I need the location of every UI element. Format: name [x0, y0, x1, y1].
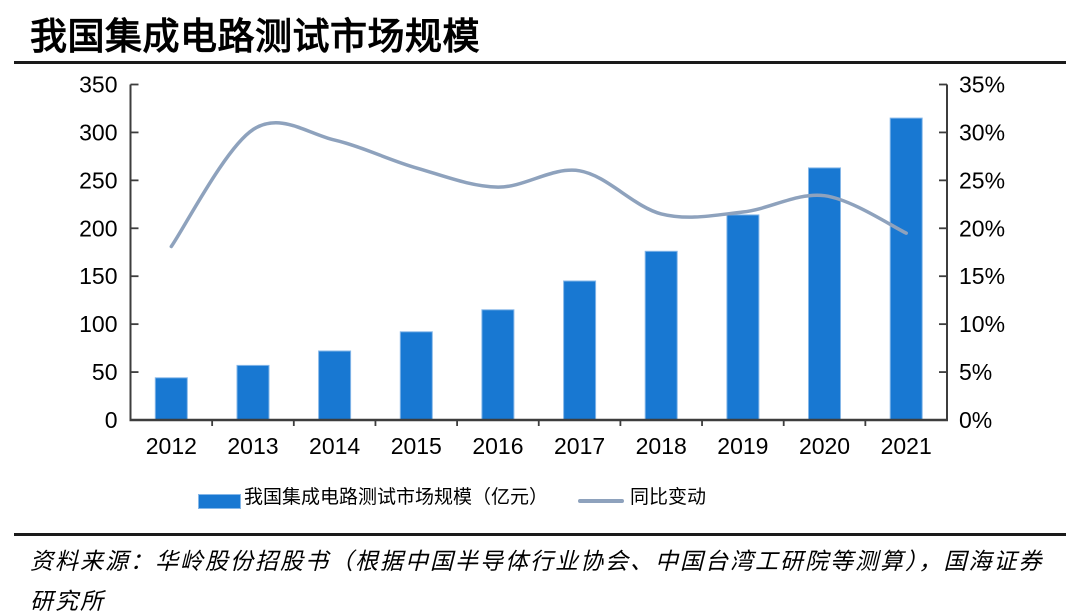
- x-axis-label-2012: 2012: [146, 433, 197, 459]
- left-axis-label-300: 300: [79, 119, 117, 145]
- left-axis-label-150: 150: [79, 263, 117, 289]
- top-divider: [14, 61, 1066, 64]
- left-axis-label-100: 100: [79, 311, 117, 337]
- right-axis-label-15%: 15%: [959, 263, 1005, 289]
- market-chart-svg: 0 50 100 150 200 250 300 350 0% 5% 10% 15% 20% 25% 30%…: [79, 72, 1005, 460]
- bar-2016: [481, 309, 515, 421]
- x-axis-label-2021: 2021: [881, 433, 932, 459]
- bar-2017: [563, 280, 597, 421]
- x-axis-label-2020: 2020: [799, 433, 850, 459]
- chart-area: 0 50 100 150 200 250 300 350 0% 5% 10% 15% 20% 25% 30%…: [0, 68, 1080, 468]
- right-axis-label-10%: 10%: [959, 311, 1005, 337]
- legend-bar-swatch-icon: [198, 494, 241, 509]
- x-axis-label-2013: 2013: [227, 433, 278, 459]
- left-axis-label-250: 250: [79, 167, 117, 193]
- x-axis-label-2018: 2018: [636, 433, 687, 459]
- right-axis-label-5%: 5%: [959, 359, 992, 385]
- bar-2015: [399, 331, 433, 421]
- bar-2012: [154, 377, 188, 421]
- left-axis-label-200: 200: [79, 215, 117, 241]
- chart-legend: 我国集成电路测试市场规模（亿元） 同比变动: [0, 486, 1080, 520]
- bar-2014: [318, 350, 352, 421]
- legend-line-swatch-icon: [578, 499, 624, 503]
- x-axis-label-2015: 2015: [391, 433, 442, 459]
- x-axis-label-2014: 2014: [309, 433, 360, 459]
- right-axis-label-0%: 0%: [959, 407, 992, 433]
- legend-line-label: 同比变动: [630, 487, 707, 508]
- left-axis-label-50: 50: [92, 359, 118, 385]
- legend-bar-label: 我国集成电路测试市场规模（亿元）: [244, 487, 549, 508]
- bar-2019: [726, 214, 760, 421]
- left-axis-label-350: 350: [79, 72, 117, 98]
- left-axis-label-0: 0: [105, 407, 118, 433]
- bar-2013: [236, 364, 270, 421]
- bar-2018: [644, 250, 678, 421]
- source-note: 资料来源：华岭股份招股书（根据中国半导体行业协会、中国台湾工研院等测算），国海证…: [30, 549, 1044, 614]
- right-axis-label-25%: 25%: [959, 167, 1005, 193]
- right-axis-label-35%: 35%: [959, 72, 1005, 98]
- bar-2021: [889, 117, 923, 421]
- yoy-line: [169, 121, 908, 249]
- bottom-divider: [14, 533, 1066, 536]
- right-axis-label-20%: 20%: [959, 215, 1005, 241]
- page-title: 我国集成电路测试市场规模: [30, 16, 480, 57]
- x-axis-label-2019: 2019: [717, 433, 768, 459]
- x-axis-label-2016: 2016: [472, 433, 523, 459]
- bar-2020: [808, 167, 841, 421]
- right-axis-label-30%: 30%: [959, 119, 1005, 145]
- x-axis-label-2017: 2017: [554, 433, 605, 459]
